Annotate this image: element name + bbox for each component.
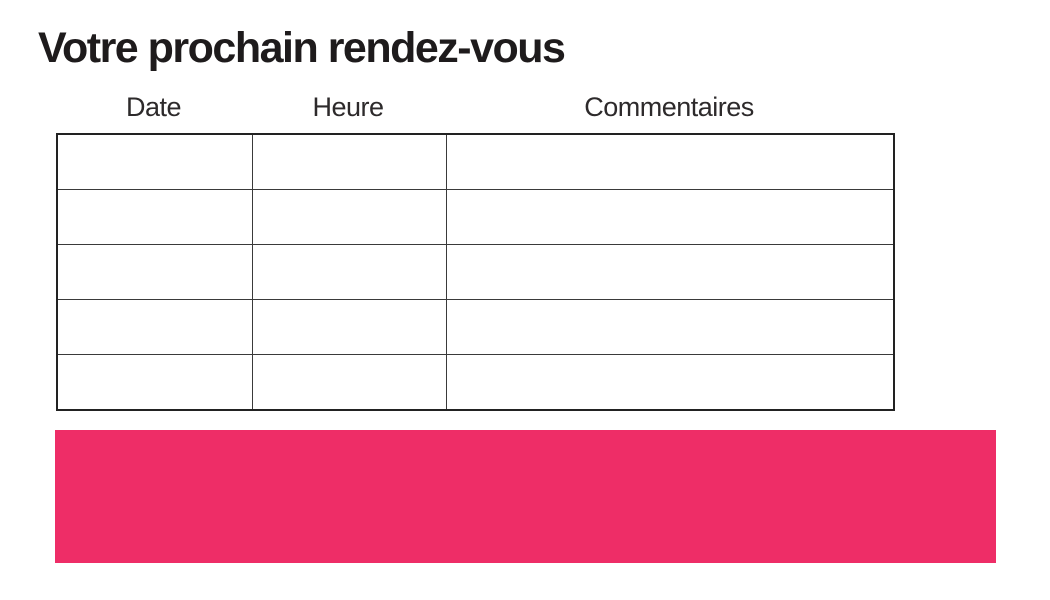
accent-banner (55, 430, 996, 563)
page-title: Votre prochain rendez-vous (38, 24, 566, 72)
table-row (56, 354, 895, 411)
table-row (56, 244, 895, 300)
column-header-commentaires: Commentaires (584, 92, 754, 122)
table-cell (445, 189, 895, 245)
table-header-row: Date Heure Commentaires (56, 91, 893, 123)
table-cell (251, 189, 447, 245)
table-row (56, 189, 895, 245)
table-cell (445, 299, 895, 355)
table-cell (251, 244, 447, 300)
appointments-table (56, 133, 895, 411)
table-cell (56, 189, 253, 245)
appointments-table-body (56, 133, 895, 411)
column-header-date: Date (125, 92, 182, 122)
column-header-heure: Heure (312, 92, 384, 122)
table-cell (56, 354, 253, 411)
table-row (56, 299, 895, 355)
table-row (56, 133, 895, 190)
table-cell (445, 354, 895, 411)
table-cell (445, 133, 895, 190)
table-cell (56, 299, 253, 355)
table-cell (251, 354, 447, 411)
table-cell (445, 244, 895, 300)
table-cell (56, 244, 253, 300)
table-cell (251, 133, 447, 190)
table-cell (251, 299, 447, 355)
table-cell (56, 133, 253, 190)
